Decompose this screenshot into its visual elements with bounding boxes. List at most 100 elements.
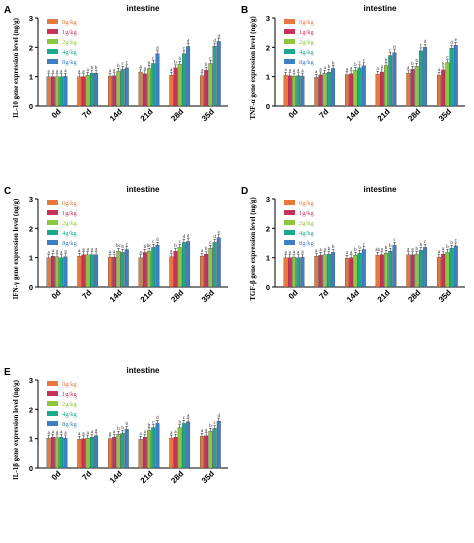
significance-label: a [315,70,318,75]
significance-label: a [78,69,81,74]
bar [414,66,419,107]
significance-label: a [319,248,322,253]
significance-label: a [346,251,349,256]
bar [200,75,204,107]
significance-label: a [48,431,51,436]
legend-swatch [284,29,295,34]
significance-label: a [52,69,55,74]
significance-label: a [201,429,204,434]
legend-swatch [47,19,58,24]
significance-label: d [187,39,190,44]
bar [296,257,301,288]
bar [77,439,82,469]
significance-label: a [91,430,94,435]
significance-label: b [358,246,361,251]
x-tick-label: 7d [80,469,93,482]
significance-label: a [170,250,173,255]
x-tick-label: 7d [317,107,330,120]
x-tick-label: 0d [50,469,63,482]
significance-label: a [319,68,322,73]
bar [449,248,454,288]
significance-label: b [144,245,147,250]
bar [418,250,423,288]
bar [63,256,68,288]
legend-label: 8g/kg [62,59,78,66]
significance-label: a [438,250,441,255]
significance-label: a [60,430,63,435]
bar [112,256,117,288]
significance-label: a [82,248,85,253]
bar [94,254,99,288]
significance-label: a [301,69,304,74]
legend-label: 0g/kg [299,19,315,26]
panel-letter: B [241,5,248,16]
significance-label: d [187,234,190,239]
bar [357,67,362,107]
x-tick-label: 35d [437,288,453,304]
panel-letter: D [241,186,248,197]
x-tick-label: 7d [317,288,330,301]
legend-label: 2g/kg [62,220,78,227]
significance-label: b [332,61,335,66]
bar [445,252,450,288]
significance-label: a [56,250,59,255]
legend-label: 2g/kg [62,401,78,408]
chart-title: intestine [127,366,160,375]
bar [300,75,305,107]
bar [345,74,349,107]
significance-label: a [56,431,59,436]
significance-label: a [109,69,112,74]
bar [414,253,419,288]
bar [318,74,323,107]
significance-label: a [95,248,98,253]
significance-label: b [385,246,388,251]
legend-swatch [284,39,295,44]
significance-label: a [56,69,59,74]
x-tick-label: 14d [345,107,361,123]
significance-label: c [393,238,396,243]
bar [216,237,221,288]
significance-label: a [60,250,63,255]
bar [326,72,331,107]
y-axis-label: IL-10 gene expression level (ng/g) [12,17,20,117]
bar [85,75,90,107]
y-tick-label: 0 [29,464,33,473]
significance-label: d [393,45,396,50]
significance-label: a [297,250,300,255]
bar [392,245,397,288]
legend-label: 0g/kg [62,19,78,26]
bar [63,76,68,107]
significance-label: a [201,249,204,254]
significance-label: c [358,61,361,66]
legend-swatch [284,210,295,215]
bar [423,247,428,288]
significance-label: a [48,69,51,74]
significance-label: a [52,249,55,254]
x-tick-label: 14d [345,288,361,304]
significance-label: b [205,247,208,252]
significance-label: c [179,240,182,245]
significance-label: c [455,239,458,244]
significance-label: a [411,248,414,253]
bar [77,76,82,107]
significance-label: a [87,68,90,73]
significance-label: c [183,47,186,52]
bar [331,68,336,107]
y-tick-label: 3 [266,195,270,204]
x-tick-label: 35d [200,288,216,304]
x-tick-label: 21d [139,288,155,304]
legend: 0g/kg 1g/kg 2g/kg 4g/kg 8g/kg [47,200,78,247]
bar [59,76,64,107]
significance-label: b [95,66,98,71]
significance-label: b [389,244,392,249]
x-tick-label: 0d [287,288,300,301]
bar [437,256,441,288]
bar [169,256,174,288]
significance-label: b [126,422,129,427]
significance-label: b [148,61,151,66]
significance-label: a [170,431,173,436]
bar [181,423,186,469]
legend-label: 2g/kg [299,220,315,227]
bar [155,423,160,469]
bar [292,256,296,288]
